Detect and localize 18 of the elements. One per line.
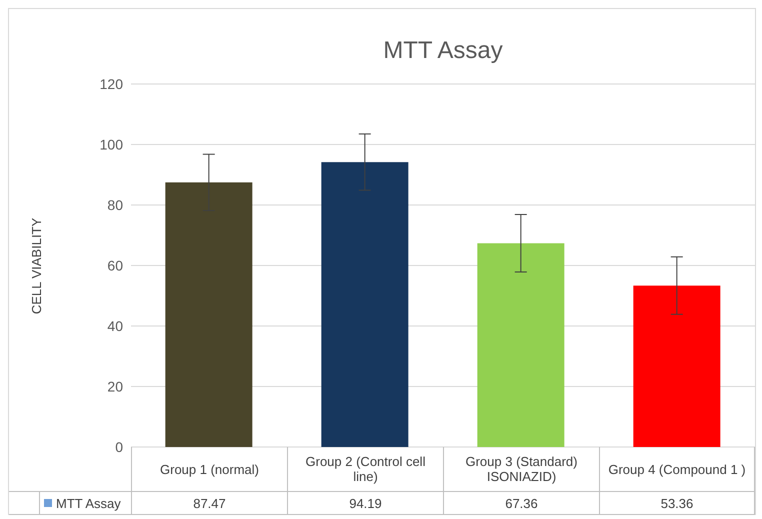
text: MTT Assay	[56, 496, 121, 510]
data-label: 94.19	[287, 492, 443, 514]
y-tick-label: 20	[107, 378, 124, 394]
y-axis-title: CELL VIABILITY	[29, 216, 45, 316]
y-tick-label: 80	[107, 196, 124, 213]
x-tick-label: Group 3 (Standard) ISONIAZID)	[443, 447, 599, 491]
y-tick-label: 100	[100, 136, 124, 152]
data-label: 67.36	[443, 492, 599, 514]
y-tick-label: 60	[107, 257, 124, 274]
x-tick-label: Group 2 (Control cell line)	[287, 447, 443, 491]
y-tick-label: 0	[115, 438, 124, 455]
chart-title: MTT Assay	[382, 37, 504, 65]
x-tick-label: Group 4 (Compound 1 )	[599, 447, 755, 491]
y-tick-label: 120	[100, 76, 124, 92]
data-label: 87.47	[131, 492, 287, 514]
x-tick-label: Group 1 (normal)	[131, 447, 287, 491]
data-label: 53.36	[599, 492, 755, 514]
y-tick-label: 40	[107, 318, 124, 334]
